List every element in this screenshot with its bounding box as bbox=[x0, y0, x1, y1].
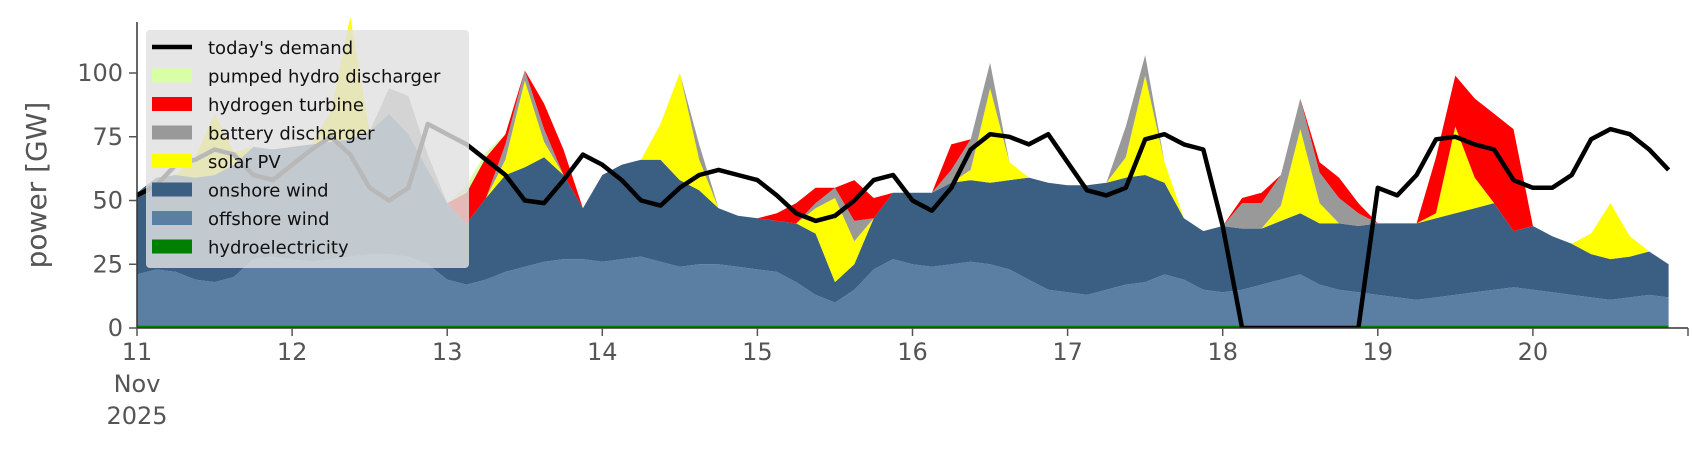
x-tick-label: 15 bbox=[742, 338, 773, 366]
legend: today's demand pumped hydro discharger hyd… bbox=[146, 30, 469, 268]
legend-label-pumped-hydro-discharger: pumped hydro discharger bbox=[208, 67, 441, 88]
legend-label-offshore-wind: offshore wind bbox=[208, 209, 330, 230]
area-solar-pv bbox=[137, 16, 1669, 283]
legend-label-solar-pv: solar PV bbox=[208, 152, 281, 173]
x-tick-label: 14 bbox=[587, 338, 618, 366]
legend-swatch-onshore-wind bbox=[152, 182, 192, 197]
x-tick-label: 16 bbox=[897, 338, 928, 366]
x-tick-label: 20 bbox=[1518, 338, 1549, 366]
x-tick-label: 17 bbox=[1052, 338, 1083, 366]
legend-label-hydrogen-turbine: hydrogen turbine bbox=[208, 95, 364, 116]
legend-label-hydroelectricity: hydroelectricity bbox=[208, 238, 349, 259]
x-tick-label: 12 bbox=[277, 338, 308, 366]
legend-swatch-pumped-hydro-discharger bbox=[152, 68, 192, 83]
legend-label-today-s-demand: today's demand bbox=[208, 38, 353, 59]
legend-label-battery-discharger: battery discharger bbox=[208, 124, 375, 145]
x-tick-label: 13 bbox=[432, 338, 463, 366]
y-axis-title: power [GW] bbox=[20, 102, 53, 269]
legend-label-onshore-wind: onshore wind bbox=[208, 181, 329, 202]
y-tick-label: 50 bbox=[92, 187, 123, 215]
x-tick-month-label: Nov bbox=[114, 370, 161, 398]
y-tick-label: 0 bbox=[108, 314, 123, 342]
axes: power [GW] 0 25 50 75 100 11 Nov 2025 12 13 14 15 16… bbox=[20, 22, 1689, 430]
y-tick-label: 100 bbox=[77, 59, 123, 87]
x-tick-year-label: 2025 bbox=[106, 402, 167, 430]
legend-swatch-battery-discharger bbox=[152, 125, 192, 140]
x-tick-label: 19 bbox=[1363, 338, 1394, 366]
area-offshore-wind bbox=[137, 254, 1669, 326]
y-tick-label: 75 bbox=[92, 123, 123, 151]
legend-swatch-hydroelectricity bbox=[152, 239, 192, 254]
area-onshore-wind bbox=[137, 113, 1669, 303]
legend-swatch-offshore-wind bbox=[152, 211, 192, 225]
y-tick-label: 25 bbox=[92, 250, 123, 278]
legend-box bbox=[146, 30, 469, 268]
legend-swatch-hydrogen-turbine bbox=[152, 97, 192, 111]
x-tick-label: 18 bbox=[1207, 338, 1238, 366]
legend-swatch-solar-pv bbox=[152, 154, 192, 168]
x-tick-label: 11 bbox=[122, 338, 153, 366]
